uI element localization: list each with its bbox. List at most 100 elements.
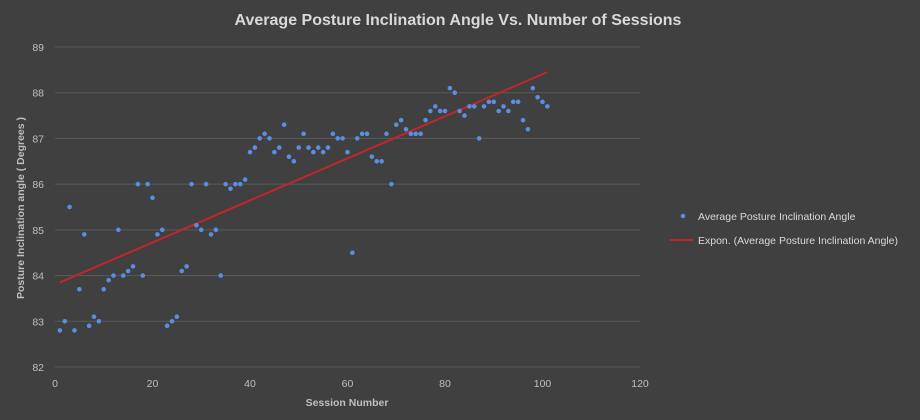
y-tick-label: 86 — [32, 179, 44, 191]
data-point — [306, 145, 311, 150]
data-point — [77, 286, 82, 292]
data-point — [237, 181, 243, 187]
data-points — [57, 85, 550, 333]
data-point — [467, 104, 472, 109]
data-point — [364, 131, 370, 137]
data-point — [145, 181, 150, 187]
data-point — [130, 264, 136, 269]
y-tick-label: 82 — [32, 362, 44, 374]
data-point — [198, 227, 204, 233]
data-point — [457, 108, 462, 114]
legend-label-trendline: Expon. (Average Posture Inclination Angl… — [698, 235, 898, 247]
data-point — [169, 318, 175, 324]
data-point — [462, 113, 467, 118]
data-point — [486, 99, 492, 105]
data-point — [374, 158, 380, 164]
data-point — [320, 149, 326, 155]
data-point — [345, 149, 350, 155]
data-point — [340, 136, 345, 141]
data-point — [545, 104, 550, 109]
data-point — [520, 117, 526, 123]
data-point — [189, 181, 194, 187]
data-point — [291, 158, 297, 164]
y-tick-label: 83 — [32, 316, 44, 328]
data-point — [120, 273, 126, 278]
data-point — [423, 117, 428, 123]
data-point — [515, 99, 521, 105]
data-point — [311, 149, 316, 155]
x-tick-label: 0 — [52, 378, 58, 390]
legend-label-points: Average Posture Inclination Angle — [698, 211, 856, 223]
data-point — [247, 149, 253, 155]
data-point — [184, 264, 189, 269]
gridlines — [55, 46, 640, 368]
data-point — [179, 268, 185, 274]
x-tick-label: 60 — [342, 378, 354, 390]
y-tick-label: 88 — [32, 88, 44, 100]
data-point — [272, 149, 277, 155]
data-point — [223, 181, 228, 187]
y-axis-title: Posture Inclination angle ( Degrees ) — [15, 117, 27, 299]
data-point — [62, 318, 68, 324]
data-point — [155, 232, 160, 237]
data-point — [369, 154, 375, 160]
legend-marker-points — [680, 213, 686, 219]
data-point — [257, 136, 263, 141]
data-point — [233, 181, 238, 187]
data-point — [296, 145, 302, 150]
data-point — [491, 99, 497, 105]
y-tick-label: 87 — [32, 133, 44, 145]
data-point — [540, 99, 545, 105]
data-point — [403, 126, 409, 132]
trendline — [59, 71, 548, 284]
data-point — [496, 108, 501, 114]
data-point — [262, 131, 267, 137]
data-point — [437, 108, 443, 114]
trendline-layer — [59, 71, 548, 284]
data-point — [510, 99, 516, 105]
data-point — [301, 131, 306, 137]
data-point — [315, 145, 321, 150]
data-point — [384, 131, 389, 137]
x-tick-label: 120 — [631, 378, 649, 390]
data-point — [164, 323, 170, 329]
data-point — [471, 104, 477, 109]
data-point — [150, 195, 155, 201]
legend: Average Posture Inclination Angle Expon.… — [670, 211, 898, 247]
data-point — [208, 232, 214, 237]
data-point — [379, 158, 384, 164]
data-point — [442, 108, 448, 114]
y-tick-label: 89 — [32, 42, 44, 54]
x-tick-label: 80 — [439, 378, 451, 390]
data-point — [140, 273, 146, 278]
data-point — [393, 122, 399, 128]
data-point — [447, 85, 453, 91]
data-point — [481, 104, 487, 109]
data-point — [159, 227, 165, 233]
y-tick-label: 85 — [32, 225, 44, 237]
data-point — [242, 177, 248, 182]
data-point — [286, 154, 292, 160]
data-point — [86, 323, 92, 329]
data-point — [218, 273, 224, 278]
chart-title: Average Posture Inclination Angle Vs. Nu… — [235, 12, 682, 29]
y-tick-label: 84 — [32, 271, 44, 283]
x-axis-ticks: 0 20 40 60 80 100 120 — [52, 378, 649, 390]
data-point — [194, 222, 199, 228]
data-point — [452, 90, 458, 96]
data-point — [428, 108, 433, 114]
data-point — [359, 131, 365, 137]
data-point — [389, 181, 394, 187]
data-point — [354, 136, 360, 141]
data-point — [408, 131, 414, 137]
data-point — [476, 136, 482, 141]
x-tick-label: 40 — [244, 378, 256, 390]
data-point — [135, 181, 141, 187]
x-tick-label: 100 — [534, 378, 552, 390]
data-point — [106, 277, 111, 283]
data-point — [501, 104, 506, 109]
data-point — [116, 227, 121, 233]
data-point — [418, 131, 423, 137]
